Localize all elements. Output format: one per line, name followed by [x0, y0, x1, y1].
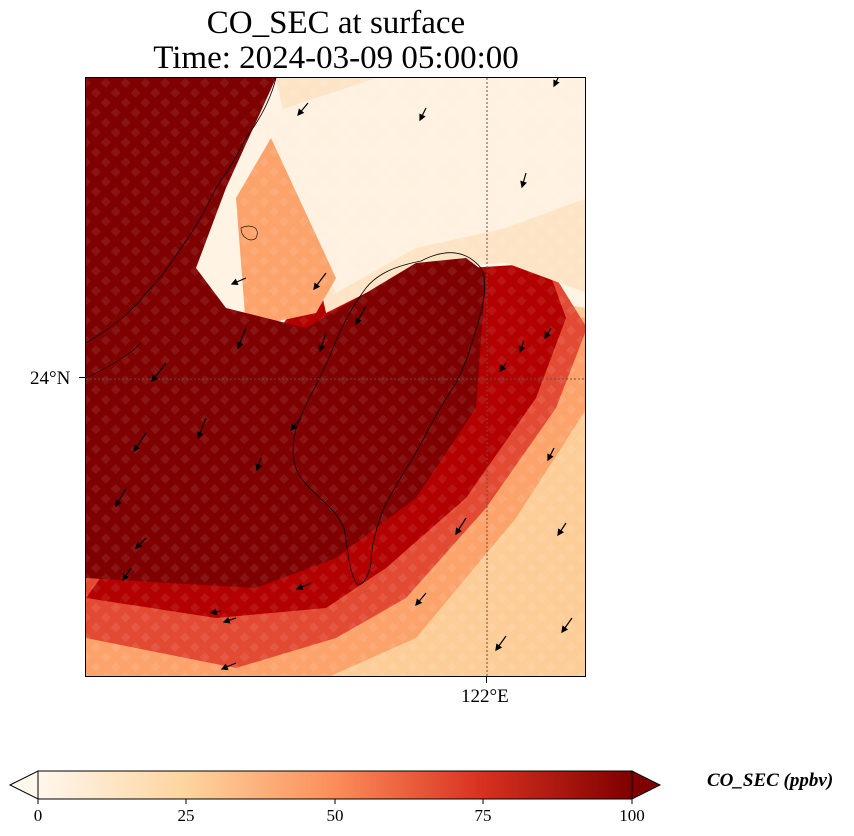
wind-arrow-head — [518, 345, 526, 354]
wind-arrow-head — [122, 573, 129, 582]
wind-arrow-head — [115, 499, 122, 508]
wind-arrow-head — [209, 608, 218, 616]
wind-arrow-head — [520, 180, 527, 189]
wind-arrow-head — [196, 431, 204, 440]
wind-arrow-head — [133, 444, 140, 453]
taiwan-coastline — [292, 252, 486, 585]
wind-arrow-head — [561, 625, 569, 634]
wind-arrow-head — [495, 643, 503, 652]
map-time: Time: 2024-03-09 05:00:00 — [153, 40, 519, 76]
wind-arrow-head — [544, 331, 551, 340]
wind-arrow-head — [415, 598, 423, 607]
colorbar-gradient — [37, 770, 633, 800]
wind-arrow-head — [255, 463, 263, 472]
colorbar-tick-75: 75 — [474, 806, 492, 825]
map-title: CO_SEC at surface — [206, 5, 466, 41]
wind-arrow-head — [151, 374, 159, 383]
wind-arrow-head — [295, 583, 304, 590]
wind-arrow-head — [290, 423, 298, 432]
wind-arrow-head — [220, 663, 229, 670]
colorbar — [8, 770, 662, 804]
lat-tick-label: 24°N — [30, 368, 71, 389]
wind-arrow-head — [313, 282, 321, 291]
wind-arrow-head — [236, 341, 244, 350]
colorbar-label: CO_SEC (ppbv) — [707, 770, 834, 791]
wind-arrow-head — [297, 108, 305, 117]
wind-arrow-head — [547, 453, 554, 462]
colorbar-tick-50: 50 — [326, 806, 344, 825]
co-sec-field — [86, 78, 585, 676]
colorbar-tick-25: 25 — [177, 806, 195, 825]
lon-tick-label: 122°E — [461, 686, 509, 707]
colorbar-tick-0: 0 — [33, 806, 43, 825]
wind-arrow-head — [557, 528, 564, 537]
colorbar-extend-max — [631, 770, 662, 800]
wind-arrow-head — [455, 527, 462, 536]
wind-arrow-head — [499, 364, 507, 373]
lon-tick-mark — [486, 677, 487, 683]
wind-arrow-head — [355, 317, 362, 326]
wind-arrow-head — [222, 616, 231, 624]
colorbar-tick-100: 100 — [619, 806, 645, 825]
wind-arrow-head — [318, 344, 326, 353]
wind-arrow-head — [135, 541, 143, 549]
wind-arrow-head — [419, 113, 426, 122]
china-coastline — [86, 78, 277, 344]
lat-tick-mark — [79, 377, 85, 378]
wind-vectors — [115, 78, 573, 670]
wind-arrow-head — [230, 278, 239, 285]
map-panel — [85, 77, 586, 677]
wind-arrow-head — [553, 79, 560, 88]
colorbar-extend-min — [8, 770, 39, 800]
